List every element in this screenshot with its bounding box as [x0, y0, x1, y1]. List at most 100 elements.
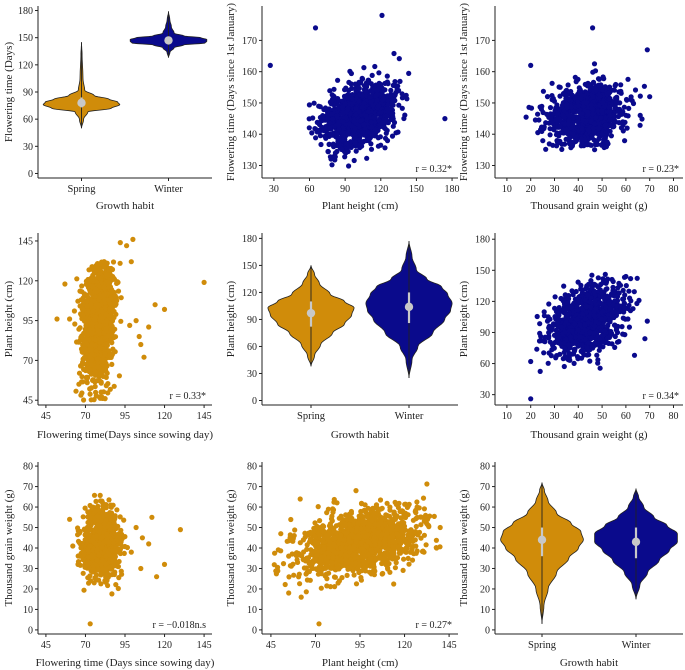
panel-3-point	[570, 131, 576, 137]
panel-2-point	[330, 155, 336, 161]
panel-4-point	[115, 288, 122, 294]
panel-2-point	[376, 70, 382, 76]
panel-6-xlabel: Thousand grain weight (g)	[531, 429, 648, 441]
panel-6-point	[602, 271, 608, 277]
panel-3-point	[590, 25, 596, 31]
panel-3-point	[620, 109, 626, 115]
panel-3-point	[624, 97, 630, 103]
panel-6-point	[634, 275, 640, 281]
panel-2-point	[355, 121, 361, 127]
panel-3-point	[562, 92, 568, 98]
panel-3-point	[554, 102, 560, 108]
panel-3-point	[596, 82, 602, 88]
panel-7-ytick-label: 40	[23, 544, 33, 555]
panel-4-point	[138, 341, 144, 348]
panel-4-point	[102, 351, 108, 357]
panel-4-point	[81, 397, 87, 403]
panel-3-xlabel: Thousand grain weight (g)	[531, 200, 648, 212]
panel-6-point	[612, 344, 618, 350]
panel-3-point	[602, 84, 608, 90]
panel-2-point	[401, 115, 407, 122]
panel-3-point	[625, 76, 631, 82]
panel-2-point	[363, 89, 369, 95]
panel-3-point	[559, 146, 565, 152]
panel-4-point	[88, 301, 94, 308]
panel-4-point	[84, 332, 90, 338]
panel-3-ytick-label: 170	[475, 36, 490, 47]
panel-4-point	[116, 373, 122, 379]
panel-6-point	[590, 281, 596, 287]
panel-4-point	[84, 319, 90, 325]
panel-4-point	[117, 260, 123, 266]
panel-3-point	[599, 131, 606, 137]
panel-6-point	[642, 336, 648, 342]
panel-2-point	[369, 72, 375, 78]
panel-6-point	[593, 319, 599, 325]
panel-4-point	[98, 389, 104, 395]
panel-3-point	[622, 138, 628, 144]
panel-2-point	[374, 87, 380, 93]
panel-4-point	[111, 314, 117, 321]
panel-4-point	[78, 392, 84, 398]
panel-4-point	[105, 333, 112, 339]
panel-4-point	[82, 346, 88, 352]
panel-5-xtick-label: Spring	[297, 411, 326, 422]
panel-3-point	[585, 127, 592, 133]
panel-6-point	[571, 360, 577, 366]
panel-4-xtick-label: 45	[41, 411, 51, 422]
panel-3-point	[606, 90, 612, 96]
panel-6-point	[554, 353, 560, 359]
panel-2-point	[360, 93, 366, 99]
panel-4-point	[89, 351, 95, 357]
panel-2-point	[368, 119, 375, 125]
panel-6-point	[636, 297, 642, 303]
panel-6-ytick-label: 150	[475, 266, 490, 277]
panel-2-point	[382, 135, 389, 141]
panel-6-point	[628, 276, 634, 282]
panel-3-point	[535, 111, 541, 117]
panel-6-point	[606, 334, 613, 340]
panel-3-xtick-label: 30	[549, 184, 559, 195]
panel-7-ytick-label: 60	[23, 503, 33, 514]
panel-3-point	[591, 129, 597, 135]
panel-3-point	[547, 105, 554, 111]
panel-6-point	[626, 324, 633, 330]
panel-4-point	[136, 333, 142, 340]
panel-5-ytick-label: 0	[252, 396, 257, 407]
panel-4-point	[113, 298, 119, 304]
panel-5-ytick-label: 150	[242, 261, 257, 272]
panel-2-point	[389, 133, 396, 139]
panel-2-point	[385, 81, 391, 87]
panel-6-point	[569, 328, 575, 334]
panel-3-xtick-label: 50	[597, 184, 607, 195]
panel-4-point	[100, 292, 106, 299]
panel-2-point	[346, 121, 352, 127]
panel-4-point	[92, 337, 98, 343]
panel-6-point	[566, 352, 572, 358]
panel-3-point	[590, 69, 596, 75]
panel-6-point	[555, 319, 561, 325]
panel-2-xlabel: Plant height (cm)	[322, 200, 399, 212]
panel-3-point	[584, 141, 590, 147]
panel-6-point	[587, 358, 593, 364]
panel-6-point	[561, 363, 567, 370]
panel-2-point	[321, 106, 327, 113]
panel-3-point	[596, 76, 602, 82]
panel-5-ylabel: Plant height (cm)	[225, 280, 237, 357]
panel-7-ytick-label: 50	[23, 523, 33, 534]
panel-2-point	[320, 113, 326, 119]
panel-2-point	[384, 73, 390, 79]
panel-4-point	[92, 365, 98, 371]
panel-3-point	[620, 128, 626, 134]
panel-2-point	[368, 146, 375, 152]
panel-2-point	[395, 129, 401, 135]
panel-3-point	[566, 113, 573, 119]
panel-6-point	[557, 341, 563, 347]
panel-6-point	[627, 295, 633, 301]
panel-2-point	[314, 129, 320, 135]
panel-6-point	[575, 296, 582, 302]
panel-3-point	[620, 122, 626, 128]
panel-3-point	[600, 100, 606, 106]
panel-3-point	[585, 111, 591, 118]
